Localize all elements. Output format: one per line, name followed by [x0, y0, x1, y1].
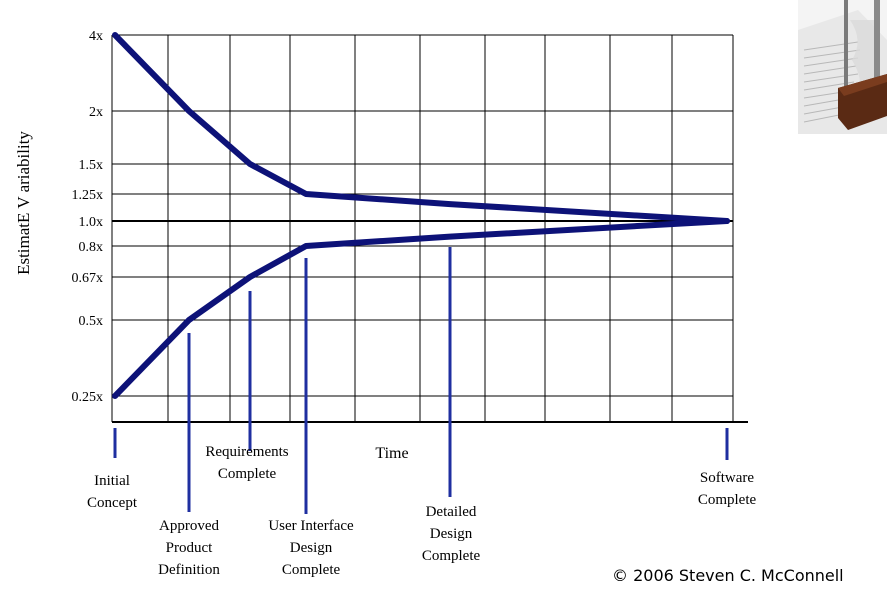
y-tick-label: 0.67x [72, 271, 104, 286]
y-axis-ticks: 4x 2x 1.5x 1.25x 1.0x 0.8x 0.67x 0.5x 0.25x [72, 29, 104, 405]
milestones: Initial Concept Approved Product Definition R… [87, 247, 757, 578]
y-tick-label: 1.25x [72, 188, 104, 203]
upper-bound-curve [112, 32, 730, 224]
milestone-label: Software Complete [698, 470, 757, 508]
milestone-label: Approved Product Definition [158, 518, 220, 578]
milestone-label: Initial Concept [87, 473, 138, 511]
y-tick-label: 1.5x [79, 158, 104, 173]
y-tick-label: 0.25x [72, 390, 104, 405]
y-axis-label: EstimatE V ariability [14, 131, 33, 275]
book-and-hourglass-photo [798, 0, 887, 134]
y-tick-label: 1.0x [79, 215, 104, 230]
x-axis-label: Time [375, 445, 408, 462]
y-tick-label: 4x [89, 29, 103, 44]
chart-series [112, 32, 730, 399]
y-tick-label: 2x [89, 105, 103, 120]
y-tick-label: 0.8x [79, 240, 104, 255]
y-tick-label: 0.5x [79, 314, 104, 329]
copyright-notice: © 2006 Steven C. McConnell [612, 566, 844, 585]
chart-grid [111, 34, 748, 423]
lower-bound-curve [112, 218, 730, 399]
milestone-label: User Interface Design Complete [268, 518, 354, 578]
milestone-label: Detailed Design Complete [422, 504, 481, 564]
milestone-label: Requirements Complete [205, 444, 288, 482]
